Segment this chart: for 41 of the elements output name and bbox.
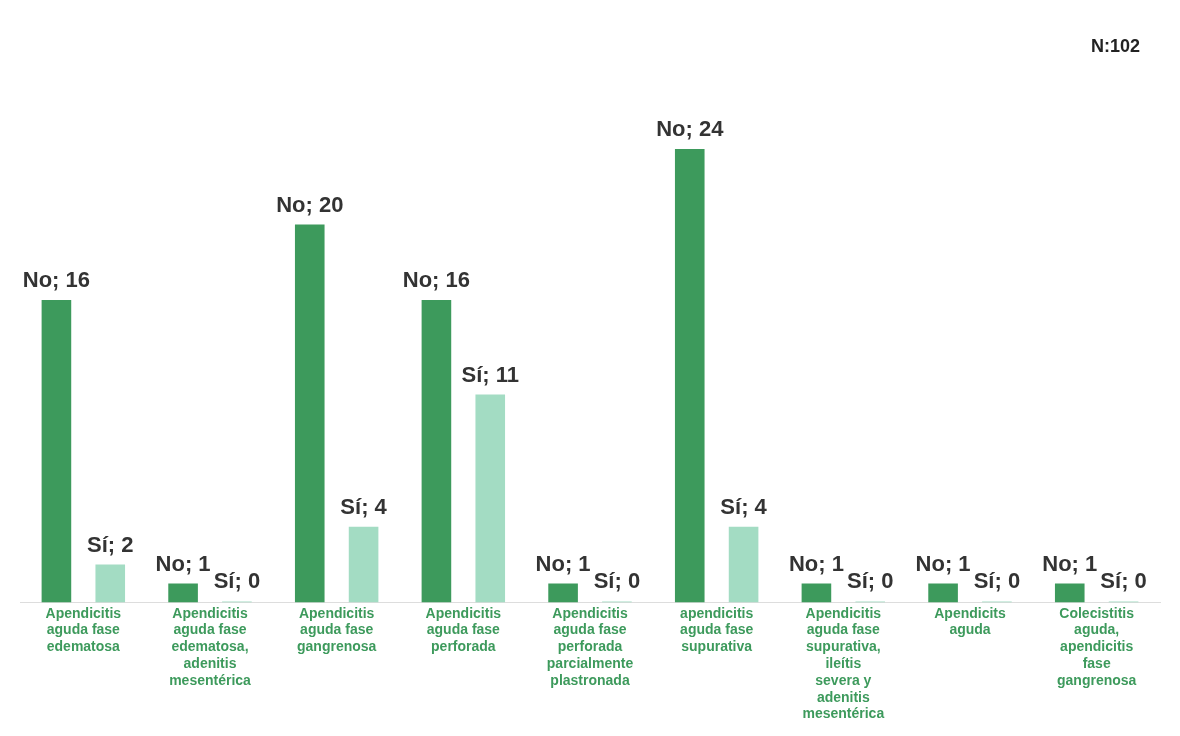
bar: [348, 526, 379, 603]
data-label: No; 1: [915, 550, 971, 576]
data-label: No; 1: [1042, 550, 1098, 576]
bar: [801, 583, 832, 603]
data-label: No; 1: [535, 550, 591, 576]
x-tick-label: Apendicits aguda: [934, 604, 1006, 638]
data-label: Sí; 4: [720, 493, 768, 519]
bar: [41, 300, 72, 603]
data-label: Sí; 0: [1100, 568, 1147, 594]
data-label: Sí; 4: [340, 493, 388, 519]
bar: [294, 224, 325, 603]
x-tick-label: Apendicitis aguda fase supurativa, ileítis severa y adenitis mesentérica: [802, 604, 885, 722]
bar: [95, 564, 126, 603]
bar: [728, 526, 759, 603]
x-tick-label: Apendicitis aguda fase edematosa, adenitis mesentérica: [169, 604, 252, 688]
data-label: Sí; 11: [461, 361, 519, 387]
x-tick-label: Apendicitis aguda fase edematosa: [45, 604, 122, 655]
x-tick-label: Colecistitis aguda, apendicitis fase gangrenosa: [1056, 604, 1137, 688]
bar: [1054, 583, 1085, 603]
x-tick-label: apendicitis aguda fase supurativa: [680, 604, 754, 655]
bar: [928, 583, 958, 603]
data-label: No; 16: [402, 267, 471, 293]
x-tick-label: Apendicitis aguda fase perforada: [425, 604, 502, 655]
data-label: No; 1: [788, 550, 844, 576]
data-label: No; 16: [22, 267, 91, 293]
data-label: Sí; 0: [973, 568, 1021, 594]
data-label: Sí; 2: [87, 531, 134, 557]
bar: [168, 583, 198, 603]
data-label: No; 24: [656, 115, 725, 141]
data-label: No; 20: [276, 191, 344, 217]
x-tick-label: Apendicitis aguda fase perforada parcialmente plastronada: [546, 604, 634, 688]
data-label: No; 1: [155, 550, 211, 576]
bar: [421, 300, 452, 603]
text: N:102: [1090, 36, 1140, 57]
bar: [475, 394, 506, 603]
data-label: Sí; 0: [213, 568, 261, 594]
bar: [674, 148, 705, 603]
bar: [548, 583, 578, 603]
data-label: Sí; 0: [593, 568, 641, 594]
x-tick-label: Apendicitis aguda fase gangrenosa: [296, 604, 377, 655]
data-label: Sí; 0: [847, 568, 894, 594]
